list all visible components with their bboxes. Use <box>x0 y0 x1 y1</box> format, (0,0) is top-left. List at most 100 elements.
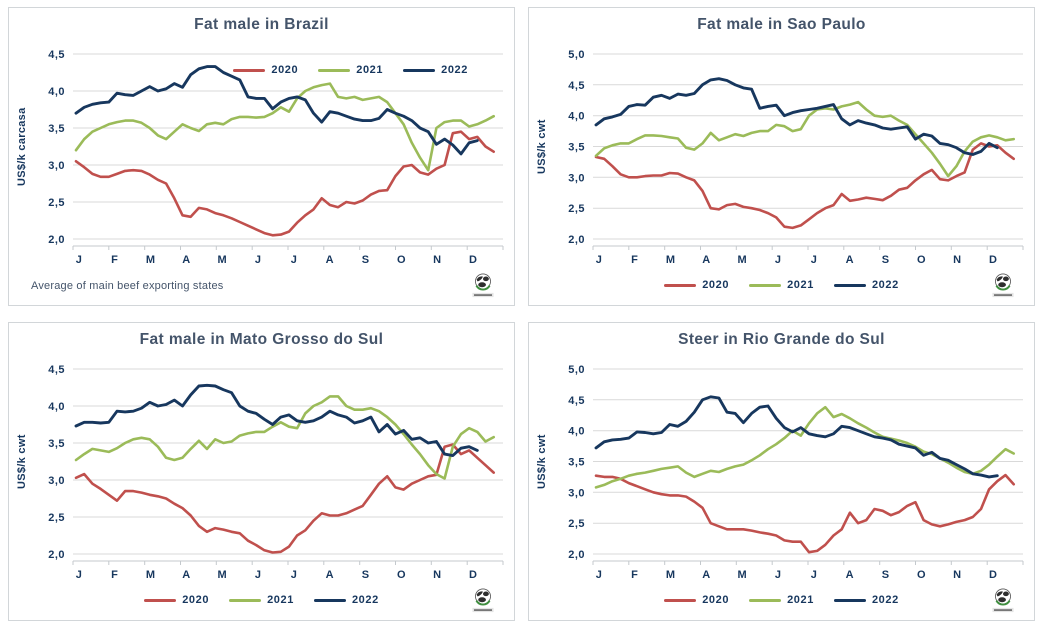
chart-panel-rio-grande-do-sul: 5,0 4,5 4,0 3,5 3,0 2,5 2,0 J F M A M J J A S O N D Steer … <box>528 322 1035 621</box>
legend-item-2021: 2021 <box>318 64 383 76</box>
legend-label: 2021 <box>787 279 814 291</box>
chart-panel-brazil: 4,5 4,0 3,5 3,0 2,5 2,0 J F M A M J J A S O N D Fat male … <box>8 7 515 306</box>
y-axis-label: US$/k cwt <box>16 434 28 490</box>
legend-swatch-2021 <box>749 283 782 287</box>
svg-text:J: J <box>775 569 782 581</box>
svg-text:S: S <box>882 569 890 581</box>
legend-label: 2021 <box>356 64 384 76</box>
legend-swatch-2021 <box>318 68 351 72</box>
svg-text:J: J <box>76 569 83 581</box>
legend-label: 2022 <box>871 594 899 606</box>
svg-text:S: S <box>362 569 370 581</box>
svg-text:M: M <box>217 569 227 581</box>
svg-text:4,0: 4,0 <box>568 111 585 123</box>
svg-text:J: J <box>775 254 782 266</box>
legend-item-2021: 2021 <box>749 279 814 291</box>
line-plot: 4,5 4,0 3,5 3,0 2,5 2,0 J F M A M J J A S O N D <box>48 364 504 581</box>
svg-text:M: M <box>666 254 676 266</box>
y-axis-label: US$/k cwt <box>536 434 548 490</box>
legend-swatch-2022 <box>833 283 866 287</box>
svg-text:3,0: 3,0 <box>48 475 65 487</box>
svg-text:F: F <box>111 254 118 266</box>
svg-text:A: A <box>182 569 190 581</box>
svg-text:O: O <box>397 569 406 581</box>
svg-text:D: D <box>989 569 997 581</box>
svg-text:S: S <box>362 254 370 266</box>
svg-text:4,5: 4,5 <box>568 80 585 92</box>
globe-logo-icon <box>472 588 494 613</box>
svg-text:A: A <box>846 569 854 581</box>
legend-label: 2022 <box>871 279 899 291</box>
svg-text:J: J <box>811 254 818 266</box>
svg-text:J: J <box>76 254 83 266</box>
svg-text:M: M <box>146 254 156 266</box>
legend-item-2021: 2021 <box>229 594 294 606</box>
svg-text:F: F <box>631 569 638 581</box>
svg-text:M: M <box>146 569 156 581</box>
svg-text:O: O <box>397 254 406 266</box>
legend-swatch-2020 <box>144 598 177 602</box>
legend: 2020 2021 2022 <box>529 279 1034 291</box>
svg-text:D: D <box>469 569 477 581</box>
svg-text:2,5: 2,5 <box>48 197 65 209</box>
svg-text:J: J <box>291 569 298 581</box>
svg-text:N: N <box>433 254 441 266</box>
chart-title: Fat male in Mato Grosso do Sul <box>139 331 384 348</box>
legend-label: 2021 <box>267 594 294 606</box>
svg-text:4,0: 4,0 <box>568 426 585 438</box>
legend-label: 2021 <box>787 594 814 606</box>
legend-swatch-2022 <box>313 598 346 602</box>
svg-text:2,0: 2,0 <box>568 549 585 561</box>
svg-text:M: M <box>737 569 747 581</box>
line-plot: 5,0 4,5 4,0 3,5 3,0 2,5 2,0 J F M A M J J A S O N D <box>568 364 1024 581</box>
legend: 2020 2021 2022 <box>529 594 1034 606</box>
svg-text:3,5: 3,5 <box>568 142 585 154</box>
svg-text:J: J <box>255 569 262 581</box>
svg-text:2,5: 2,5 <box>568 203 585 215</box>
legend-swatch-2020 <box>664 283 697 287</box>
legend-label: 2020 <box>702 279 730 291</box>
globe-logo-icon <box>472 273 494 298</box>
chart-title: Fat male in Sao Paulo <box>697 16 866 33</box>
svg-text:N: N <box>953 254 961 266</box>
svg-text:2,5: 2,5 <box>568 518 585 530</box>
svg-text:F: F <box>631 254 638 266</box>
svg-text:A: A <box>702 254 710 266</box>
chart-title: Fat male in Brazil <box>194 16 329 33</box>
legend-label: 2020 <box>182 594 210 606</box>
svg-text:3,5: 3,5 <box>48 123 65 135</box>
legend-item-2020: 2020 <box>233 64 298 76</box>
line-plot: 5,0 4,5 4,0 3,5 3,0 2,5 2,0 J F M A M J J A S O N D <box>568 49 1024 266</box>
legend-swatch-2021 <box>229 598 262 602</box>
chart-title: Steer in Rio Grande do Sul <box>678 331 885 348</box>
legend-swatch-2021 <box>749 598 782 602</box>
legend-swatch-2020 <box>664 598 697 602</box>
legend-item-2022: 2022 <box>833 594 899 606</box>
legend-item-2020: 2020 <box>664 594 729 606</box>
y-axis-label: US$/k carcasa <box>16 107 28 187</box>
legend-item-2022: 2022 <box>403 64 468 76</box>
svg-text:3,0: 3,0 <box>48 160 65 172</box>
svg-text:A: A <box>182 254 190 266</box>
legend-swatch-2022 <box>403 68 436 72</box>
svg-text:A: A <box>846 254 854 266</box>
svg-text:2,0: 2,0 <box>48 549 65 561</box>
svg-text:4,5: 4,5 <box>48 49 65 61</box>
svg-text:4,0: 4,0 <box>48 86 65 98</box>
legend-label: 2022 <box>351 594 379 606</box>
chart-panel-mato-grosso-do-sul: 4,5 4,0 3,5 3,0 2,5 2,0 J F M A M J J A S O N D Fat male … <box>8 322 515 621</box>
legend-swatch-2020 <box>233 68 266 72</box>
svg-text:O: O <box>917 569 926 581</box>
svg-text:4,5: 4,5 <box>568 395 585 407</box>
legend-label: 2020 <box>702 594 730 606</box>
svg-text:M: M <box>217 254 227 266</box>
svg-text:A: A <box>326 569 334 581</box>
svg-text:N: N <box>953 569 961 581</box>
svg-text:5,0: 5,0 <box>568 364 585 376</box>
svg-text:J: J <box>255 254 262 266</box>
svg-text:S: S <box>882 254 890 266</box>
svg-text:J: J <box>811 569 818 581</box>
svg-text:D: D <box>469 254 477 266</box>
svg-text:M: M <box>737 254 747 266</box>
legend-item-2022: 2022 <box>833 279 899 291</box>
